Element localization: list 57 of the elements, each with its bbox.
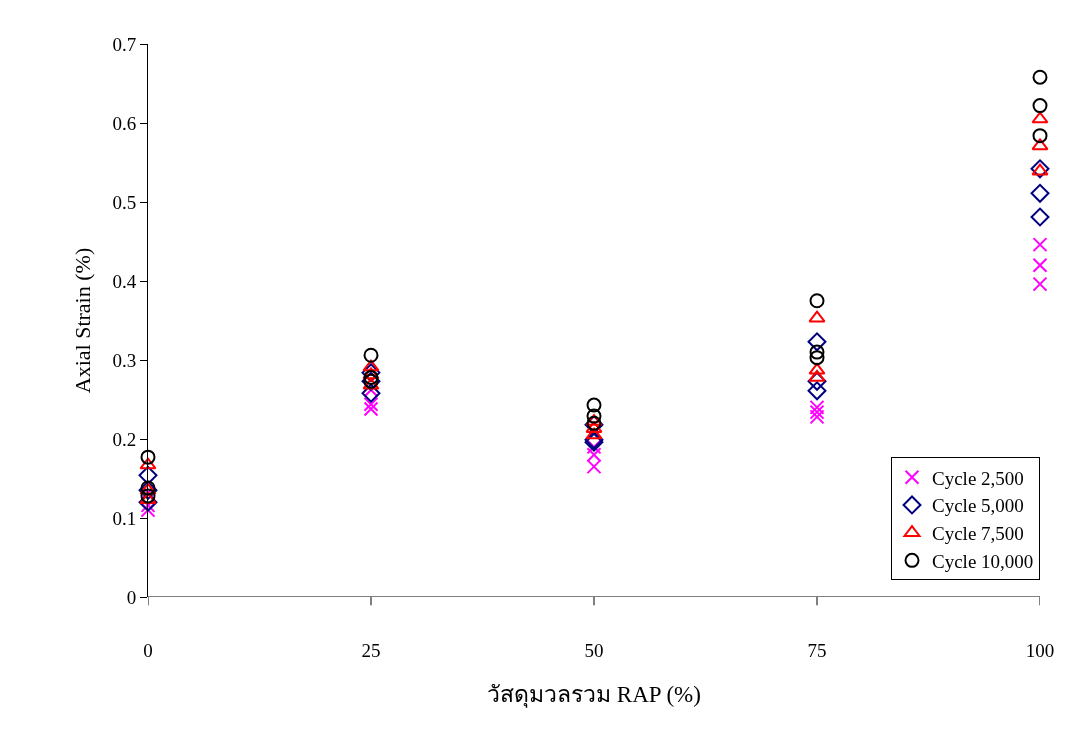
point	[1030, 207, 1050, 227]
legend-label: Cycle 2,500	[932, 467, 1024, 489]
point	[809, 399, 825, 415]
point	[808, 310, 826, 323]
point	[361, 383, 381, 403]
legend-label: Cycle 5,000	[932, 495, 1024, 517]
point	[363, 369, 379, 385]
point	[585, 427, 603, 440]
y-tick-label: 0	[126, 586, 137, 608]
point	[1032, 257, 1048, 273]
x-tick-label: 100	[1025, 640, 1055, 661]
x-axis-title: วัสดุมวลรวม RAP (%)	[487, 681, 701, 708]
point	[1032, 98, 1048, 114]
point	[363, 401, 379, 417]
y-axis-title: Axial Strain (%)	[70, 247, 96, 394]
point	[807, 332, 827, 352]
y-tick-label: 0.4	[112, 270, 137, 292]
point	[586, 439, 602, 455]
point	[809, 409, 825, 425]
point	[1031, 138, 1049, 151]
x-tick-label: 25	[361, 640, 381, 661]
point	[809, 344, 825, 360]
point	[362, 377, 380, 390]
point	[807, 381, 827, 401]
y-tick-label: 0.6	[112, 112, 137, 134]
y-tick-label: 0.1	[112, 507, 137, 529]
point	[809, 350, 825, 366]
point	[363, 396, 379, 412]
point	[1031, 111, 1049, 124]
x-tick-label: 0	[143, 640, 153, 661]
point	[809, 404, 825, 420]
point	[1030, 183, 1050, 203]
point	[363, 347, 379, 363]
point	[1032, 237, 1048, 253]
point	[140, 502, 156, 518]
point	[586, 397, 602, 413]
point	[808, 369, 826, 382]
point	[586, 447, 602, 463]
point	[362, 359, 380, 372]
y-tick-label: 0.7	[112, 33, 137, 55]
legend-label: Cycle 7,500	[932, 523, 1024, 545]
x-tick-label: 50	[584, 640, 604, 661]
point	[586, 459, 602, 475]
y-tick-label: 0.5	[112, 191, 137, 213]
point	[1032, 128, 1048, 144]
y-tick-label: 0.2	[112, 428, 137, 450]
point	[140, 449, 156, 465]
point	[1032, 276, 1048, 292]
point	[809, 293, 825, 309]
point	[139, 457, 157, 470]
x-tick-label: 75	[807, 640, 827, 661]
point	[586, 408, 602, 424]
legend-label: Cycle 10,000	[932, 550, 1034, 572]
point	[139, 492, 157, 505]
point	[1032, 69, 1048, 85]
y-tick-label: 0.3	[112, 349, 137, 371]
point	[808, 362, 826, 375]
